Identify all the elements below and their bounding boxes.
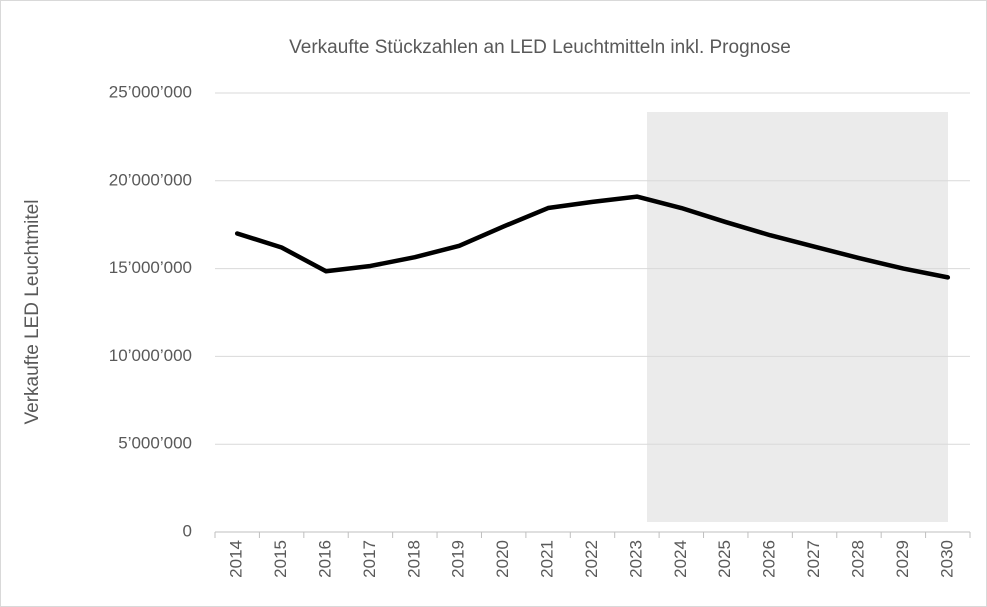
y-tick-label: 15’000’000 [109,258,192,277]
x-tick-label: 2028 [848,540,867,578]
x-tick-label: 2023 [626,540,645,578]
x-tick-label: 2022 [582,540,601,578]
y-tick-label: 25’000’000 [109,82,192,101]
x-tick-label: 2030 [937,540,956,578]
y-tick-label: 10’000’000 [109,346,192,365]
x-tick-label: 2025 [715,540,734,578]
x-tick-label: 2027 [804,540,823,578]
x-tick-label: 2016 [316,540,335,578]
x-tick-label: 2024 [671,540,690,578]
x-tick-label: 2019 [449,540,468,578]
x-tick-label: 2017 [360,540,379,578]
forecast-region [647,112,948,522]
x-tick-label: 2014 [227,540,246,578]
x-tick-label: 2020 [493,540,512,578]
y-tick-label: 0 [183,521,192,540]
data-line [234,194,951,280]
x-tick-label: 2018 [404,540,423,578]
x-tick-label: 2026 [760,540,779,578]
chart-title: Verkaufte Stückzahlen an LED Leuchtmitte… [289,37,791,58]
y-tick-label: 20’000’000 [109,170,192,189]
x-tick-label: 2021 [538,540,557,578]
y-tick-label: 5’000’000 [118,434,192,453]
x-tick-label: 2029 [893,540,912,578]
y-axis-label: Verkaufte LED Leuchtmitel [22,200,43,425]
x-tick-label: 2015 [271,540,290,578]
